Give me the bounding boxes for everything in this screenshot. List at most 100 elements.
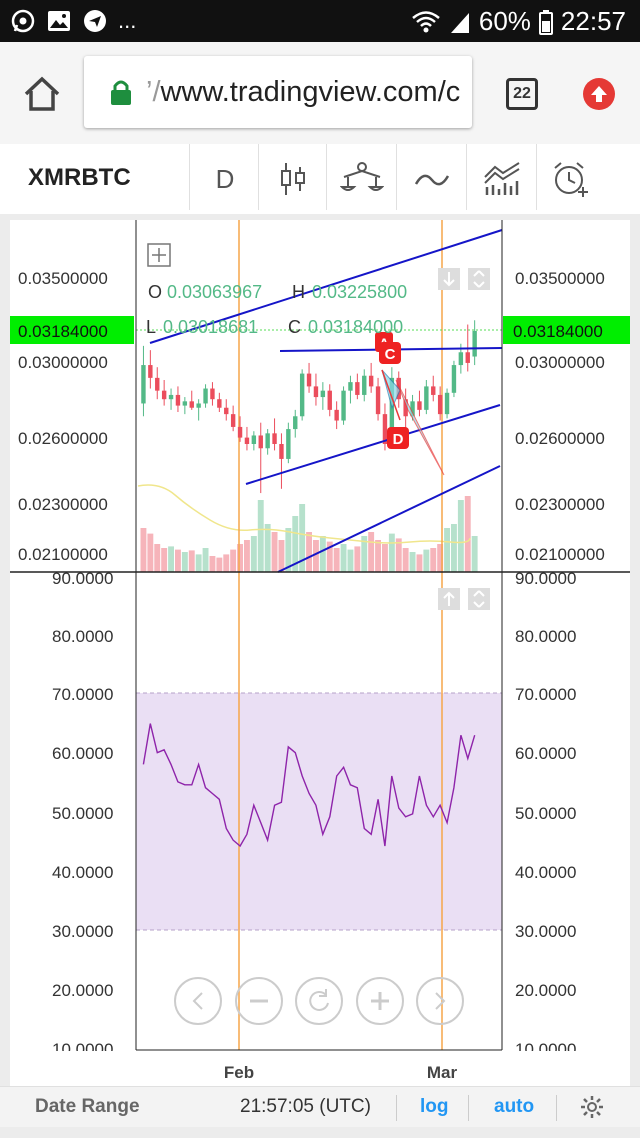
price-axis-right: 0.03500000 0.03000000 0.02600000 0.02300…: [515, 269, 605, 564]
collapse-button[interactable]: [468, 268, 490, 290]
price-tick: 0.02100000: [18, 545, 108, 564]
legend-l-value: 0.03018681: [163, 317, 258, 337]
candle-body: [327, 390, 332, 410]
battery-percent: 60%: [478, 6, 531, 36]
divider: [326, 144, 327, 210]
volume-bars: [140, 496, 478, 572]
tab-switcher-button[interactable]: 22: [506, 78, 538, 110]
battery-icon: [538, 9, 553, 35]
price-tick: 0.03000000: [515, 353, 605, 372]
volume-bar: [437, 544, 444, 572]
candle-body: [355, 382, 360, 395]
legend-h-label: H: [292, 282, 305, 302]
scroll-left-button[interactable]: [174, 977, 222, 1025]
compare-button[interactable]: [332, 154, 392, 204]
zoom-in-button[interactable]: [356, 977, 404, 1025]
chart-container[interactable]: A C D 0.03500000 0.03000000 0.02600000 0…: [10, 220, 630, 1086]
interval-button[interactable]: D: [195, 154, 255, 204]
candle-body: [148, 365, 153, 378]
scales-icon: [340, 162, 384, 191]
rsi-tick: 20.0000: [515, 981, 576, 1000]
moving-average-line: [137, 484, 471, 544]
rsi-tick: 30.0000: [515, 922, 576, 941]
candle-body: [437, 394, 443, 415]
volume-bar: [430, 548, 437, 572]
volume-bar: [354, 546, 361, 572]
price-pane-controls[interactable]: [438, 268, 490, 290]
candlestick-icon: [281, 163, 305, 195]
time-axis-bg: [10, 1051, 630, 1086]
chart-style-button[interactable]: [263, 154, 323, 204]
divider: [466, 144, 467, 210]
utc-clock[interactable]: 21:57:05 (UTC): [240, 1096, 371, 1117]
legend-toggle-button[interactable]: [147, 243, 171, 267]
date-range-button[interactable]: Date Range: [35, 1096, 140, 1117]
zoom-out-button[interactable]: [235, 977, 283, 1025]
last-price-tag-right: 0.03184000: [503, 316, 630, 344]
scroll-right-button[interactable]: [416, 977, 464, 1025]
volume-bar: [271, 532, 278, 572]
volume-bar: [313, 540, 319, 572]
legend-o-label: O: [148, 282, 162, 302]
svg-text:0.03184000: 0.03184000: [18, 322, 108, 341]
volume-bar: [202, 548, 209, 572]
volume-bar: [278, 540, 285, 572]
auto-toggle[interactable]: auto: [494, 1096, 535, 1117]
rsi-tick: 80.0000: [515, 627, 576, 646]
time-tick-feb: Feb: [224, 1063, 254, 1082]
alert-button[interactable]: [541, 154, 601, 204]
volume-bar: [250, 536, 257, 572]
arrow-up-icon: [443, 591, 455, 606]
volume-bar: [147, 533, 154, 572]
price-tick: 0.02300000: [18, 495, 108, 514]
volume-bar: [340, 544, 347, 572]
candle-body: [403, 399, 408, 417]
candle-body: [465, 352, 470, 363]
volume-bar: [237, 544, 243, 572]
bottom-bar: Date Range 21:57:05 (UTC) log auto: [0, 1086, 640, 1127]
volume-bar: [319, 536, 326, 572]
plus-icon: [371, 992, 389, 1010]
rsi-tick: 50.0000: [52, 804, 113, 823]
candle-body: [417, 401, 422, 410]
candle-body: [410, 401, 415, 417]
volume-bar: [368, 532, 375, 572]
volume-bar: [181, 552, 188, 572]
candle-body: [286, 429, 291, 459]
upload-button[interactable]: [583, 78, 615, 110]
candle-body: [313, 386, 319, 398]
pattern-shape-1: [381, 369, 401, 410]
volume-bar: [209, 556, 216, 572]
rsi-tick: 70.0000: [52, 685, 113, 704]
trading-chart[interactable]: A C D 0.03500000 0.03000000 0.02600000 0…: [10, 220, 630, 1086]
candle-body: [210, 388, 215, 400]
url-text: ’/www.tradingview.com/c: [146, 76, 461, 108]
symbol-button[interactable]: XMRBTC: [28, 164, 131, 191]
svg-text:C: C: [385, 346, 396, 363]
volume-bar: [382, 544, 388, 572]
candles: [141, 320, 477, 494]
reset-button[interactable]: [295, 977, 343, 1025]
volume-bar: [388, 533, 395, 572]
gallery-icon: [48, 11, 70, 31]
time-tick-mar: Mar: [427, 1063, 458, 1082]
log-toggle[interactable]: log: [420, 1096, 449, 1117]
templates-button[interactable]: [472, 154, 532, 204]
indicators-button[interactable]: [402, 154, 462, 204]
ohlc-legend: O 0.03063967 H 0.03225800 L 0.03018681 C…: [146, 282, 407, 337]
address-bar[interactable]: ’/www.tradingview.com/c: [84, 56, 472, 128]
candle-body: [424, 386, 429, 410]
settings-gear-icon[interactable]: [580, 1095, 604, 1119]
volume-bar: [264, 524, 271, 572]
candle-body: [258, 435, 263, 449]
price-tick: 0.02300000: [515, 495, 605, 514]
volume-bar: [375, 540, 381, 572]
volume-bar: [168, 546, 174, 572]
chart-toolbar: XMRBTC D: [0, 144, 640, 214]
collapse-button[interactable]: [468, 588, 490, 610]
rsi-tick: 50.0000: [515, 804, 576, 823]
candle-body: [389, 377, 395, 444]
rsi-pane-controls[interactable]: [438, 588, 490, 610]
volume-bar: [285, 528, 292, 572]
home-icon[interactable]: [22, 74, 62, 114]
